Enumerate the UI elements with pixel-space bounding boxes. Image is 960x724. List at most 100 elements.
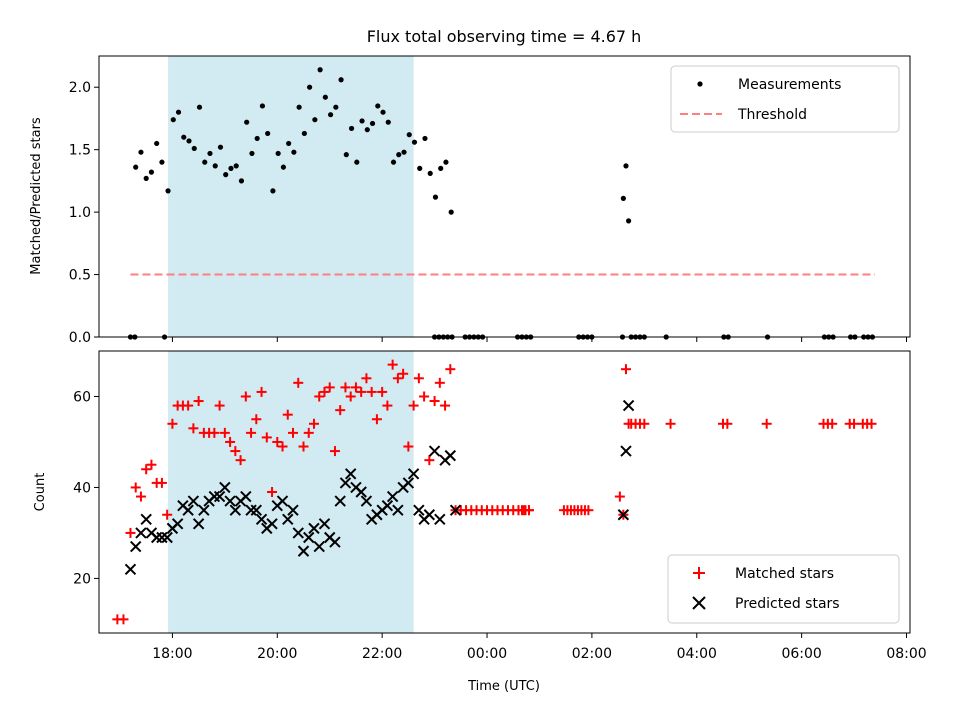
predicted-star-point [250,504,263,516]
predicted-star-point [255,513,268,525]
measurement-point [359,118,365,124]
matched-star-point [356,386,367,397]
matched-star-point [267,487,278,497]
predicted-star-point [297,545,310,557]
matched-star-point [118,614,129,625]
predicted-star-point [198,504,210,516]
predicted-star-point [407,468,420,480]
bottom-axes-frame [98,350,911,634]
matched-star-point [209,427,220,438]
matched-star-point [308,418,319,429]
measurement-point [301,130,307,137]
matched-star-point [361,373,372,384]
predicted-star-point [192,518,205,530]
predicted-star-point [449,504,462,516]
x-tick-label: 08:00 [886,646,926,662]
bottom-y-ticks: 20 40 60 [73,389,99,587]
measurement-point [380,109,386,115]
measurement-point [333,104,339,110]
measurement-point [623,163,629,169]
measurement-point [396,152,402,158]
matched-star-point [277,441,288,452]
x-tick-label: 02:00 [572,646,612,662]
matched-star-point [188,423,199,434]
measurement-point [448,209,454,215]
matched-star-point [162,509,173,520]
predicted-star-point [313,540,325,553]
legend-predicted-label: Predicted stars [735,596,840,612]
matched-star-point [366,386,377,397]
predicted-star-point [219,481,231,494]
matched-star-point [156,477,167,488]
predicted-star-point [124,563,137,576]
measurement-point [443,159,449,165]
legend-predicted-marker [692,596,706,610]
matched-star-point [324,382,335,393]
x-axis-label: Time (UTC) [467,679,540,694]
measurement-point [375,103,381,109]
matched-star-point [125,527,136,538]
matched-star-point [340,382,351,393]
matched-star-point [382,400,393,411]
top-panel: 0.0 0.5 1.0 1.5 2.0 Flux total observing tim… [29,27,911,346]
measurement-point [307,84,313,90]
matched-star-point [620,364,631,375]
legend-matched-label: Matched stars [735,566,834,582]
predicted-star-point [282,513,294,525]
predicted-star-point [386,490,399,503]
matched-star-point [225,436,236,447]
measurement-point [175,109,182,115]
matched-star-point [235,455,246,466]
measurement-point [143,175,149,181]
measurement-point [186,138,192,144]
matched-star-point [866,418,877,429]
measurement-point [427,170,433,176]
matched-star-point [434,377,445,388]
bottom-panel: 20 40 60 18:00 20:00 22:00 00:00 02:00 04:00 06:… [33,350,927,694]
measurement-point [191,145,197,152]
measurement-point [228,165,234,171]
matched-star-point [256,386,267,397]
y-tick-label: 0.5 [69,268,91,284]
top-legend-box [670,65,900,133]
measurement-point [212,163,218,169]
measurement-point [417,165,423,171]
predicted-star-point [329,536,341,548]
y-tick-label: 60 [73,389,91,405]
predicted-star-point [308,522,320,535]
matched-star-point [130,482,141,493]
matched-star-point [319,386,330,397]
predicted-star-point [224,495,236,507]
measurement-point [254,135,260,142]
measurement-point [244,119,250,125]
measurement-point [280,164,286,170]
measurement-point [196,104,203,110]
x-tick-label: 04:00 [677,646,717,662]
measurement-point [432,194,439,200]
measurement-point [369,120,376,127]
matched-star-point [614,491,625,502]
predicted-star-point [428,445,441,457]
bottom-highlight-span [168,351,414,633]
matched-star-point [371,414,382,425]
matched-star-point [135,491,146,502]
measurement-point [322,94,328,100]
bottom-legend: Matched stars Predicted stars [667,554,900,624]
measurement-point [354,159,360,165]
top-axes-frame [98,55,911,338]
predicted-star-point [240,490,252,503]
measurement-point [338,77,344,83]
chart-title: Flux total observing time = 4.67 h [367,27,642,46]
measurement-point [385,119,391,125]
matched-star-point [419,391,430,402]
measurement-point [154,140,160,147]
matched-star-point [424,455,435,466]
measurement-point [390,159,397,165]
top-points-layer [127,67,876,340]
measurement-point [148,169,155,175]
top-x-ticks [171,337,908,342]
x-tick-label: 00:00 [467,646,507,662]
predicted-star-point [392,504,404,516]
y-tick-label: 40 [73,480,91,496]
predicted-star-point [360,495,373,507]
